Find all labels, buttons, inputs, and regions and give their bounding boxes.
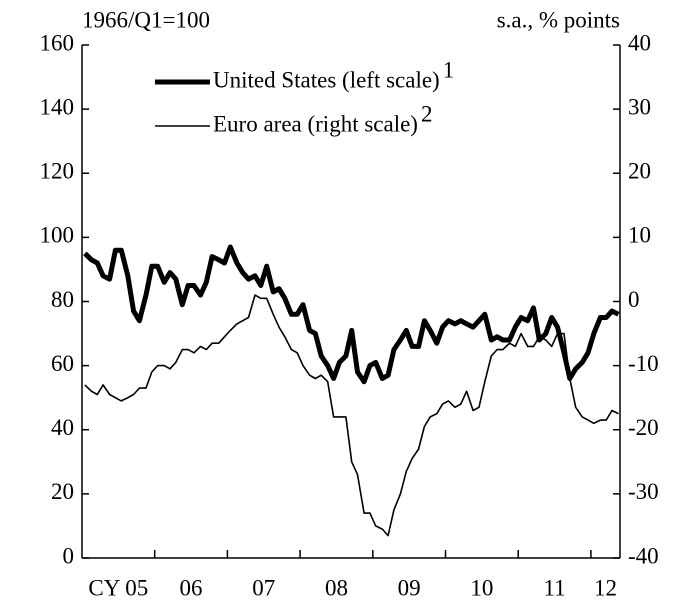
x-tick-label: CY 05: [88, 575, 148, 600]
y-tick-label: 140: [40, 94, 75, 119]
y2-tick-label: -10: [628, 351, 659, 376]
x-tick-label: 10: [470, 575, 493, 600]
y2-tick-label: 40: [628, 30, 651, 55]
y-tick-label: 80: [51, 287, 74, 312]
x-tick-label: 06: [180, 575, 203, 600]
legend-superscript: 2: [421, 101, 433, 126]
x-tick-label: 08: [325, 575, 348, 600]
line-series: [83, 244, 620, 385]
x-tick-label: 07: [252, 575, 275, 600]
y-tick-label: 120: [40, 159, 75, 184]
x-tick-label: 09: [398, 575, 421, 600]
y-tick-label: 40: [51, 415, 74, 440]
y2-tick-label: -40: [628, 543, 659, 568]
y-tick-label: 160: [40, 30, 75, 55]
y2-tick-label: 30: [628, 94, 651, 119]
y2-tick-label: -20: [628, 415, 659, 440]
y2-tick-label: -30: [628, 479, 659, 504]
y-axis-label: 1966/Q1=100: [82, 7, 210, 32]
y-tick-label: 60: [51, 351, 74, 376]
y2-tick-label: 20: [628, 159, 651, 184]
y-tick-label: 100: [40, 223, 75, 248]
x-tick-label: 11: [543, 575, 565, 600]
y2-tick-label: 10: [628, 223, 651, 248]
y2-axis-label: s.a., % points: [497, 7, 620, 32]
line-series: [84, 294, 619, 537]
legend-label: United States (left scale): [213, 67, 440, 92]
y-tick-label: 0: [63, 543, 75, 568]
legend-superscript: 1: [443, 57, 455, 82]
x-tick-label: 12: [594, 575, 617, 600]
legend-label: Euro area (right scale): [213, 111, 418, 136]
y2-tick-label: 0: [628, 287, 640, 312]
y-tick-label: 20: [51, 479, 74, 504]
